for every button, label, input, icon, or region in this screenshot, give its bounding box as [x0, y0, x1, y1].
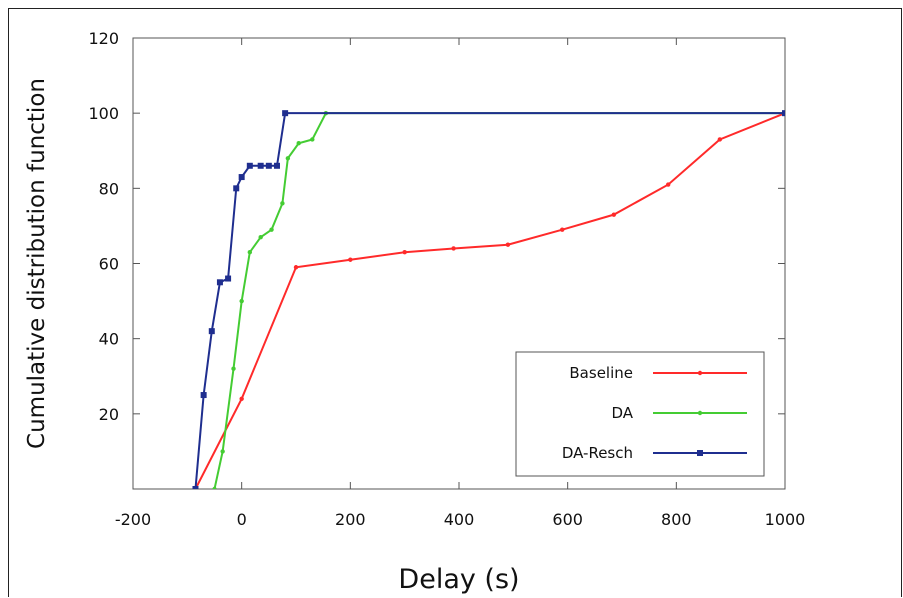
x-tick-label: 400 [444, 510, 475, 529]
y-tick-label: 20 [99, 405, 119, 424]
data-point [310, 137, 315, 142]
legend: Baseline DA DA-Resch [515, 351, 765, 477]
x-tick-label: 1000 [765, 510, 806, 529]
data-point [238, 174, 245, 181]
data-point [220, 449, 225, 454]
series-layer [192, 110, 785, 489]
data-point [231, 366, 236, 371]
x-tick-label: -200 [115, 510, 151, 529]
y-tick-label: 60 [99, 255, 119, 274]
legend-label: DA [611, 404, 633, 422]
y-tick-label: 120 [88, 29, 119, 48]
data-point [505, 242, 511, 247]
data-point [285, 156, 291, 161]
data-point [611, 212, 617, 217]
data-point [273, 162, 280, 169]
x-tick-label: 200 [335, 510, 366, 529]
data-point [560, 227, 565, 232]
data-point [282, 110, 289, 117]
y-axis: 20 40 60 80 100 120 [88, 29, 785, 424]
x-tick-label: 600 [552, 510, 583, 529]
legend-marker [697, 410, 703, 416]
legend-marker [697, 370, 703, 376]
series-da-resch [192, 110, 785, 489]
data-point [402, 250, 407, 255]
y-tick-label: 40 [99, 330, 119, 349]
data-point [247, 250, 253, 255]
data-point [258, 234, 263, 240]
x-axis: -200 0 200 400 600 800 1000 [115, 38, 806, 529]
data-point [451, 246, 456, 251]
data-point [280, 201, 285, 206]
data-point [293, 265, 299, 270]
x-tick-label: 0 [237, 510, 247, 529]
data-point [216, 279, 223, 286]
y-axis-title: Cumulative distribution function [24, 78, 50, 449]
x-tick-label: 800 [661, 510, 692, 529]
data-point [212, 486, 217, 489]
data-point [296, 141, 301, 146]
data-point [717, 137, 722, 142]
data-point [782, 110, 785, 117]
data-point [200, 392, 207, 399]
data-point [225, 275, 232, 282]
legend-label: Baseline [569, 364, 633, 382]
data-point [269, 227, 274, 232]
legend-marker [697, 450, 703, 456]
data-point [208, 328, 215, 335]
data-point [239, 298, 244, 304]
series-da [212, 110, 785, 489]
data-point [665, 182, 671, 187]
y-tick-label: 100 [88, 104, 119, 123]
series-line [194, 112, 785, 489]
data-point [257, 162, 264, 169]
legend-label: DA-Resch [562, 444, 633, 462]
y-tick-label: 80 [99, 179, 119, 198]
data-point [239, 396, 244, 401]
data-point [233, 185, 240, 192]
data-point [246, 162, 253, 169]
data-point [192, 486, 199, 489]
data-point [265, 162, 272, 169]
data-point [348, 257, 353, 262]
x-axis-title: Delay (s) [398, 564, 519, 595]
